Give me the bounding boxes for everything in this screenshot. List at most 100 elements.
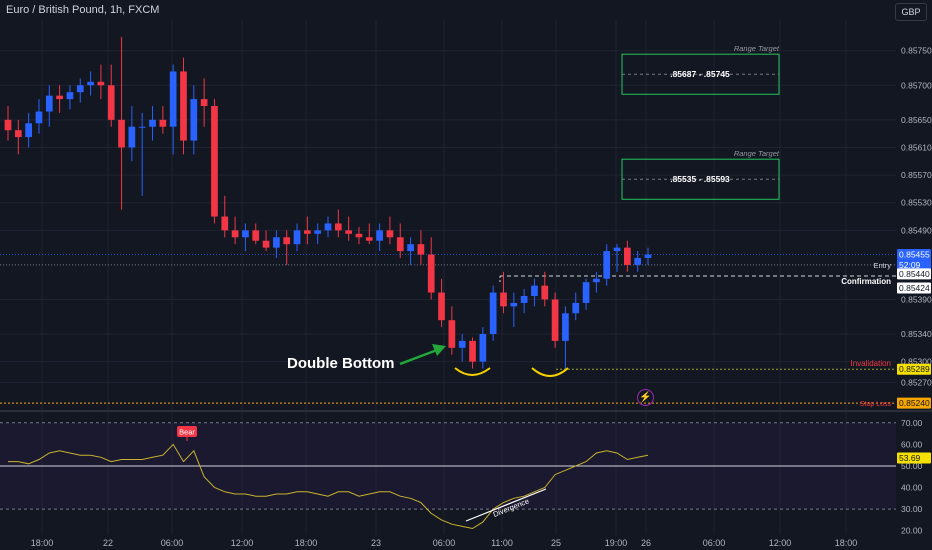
x-tick-label: 23 [371, 538, 381, 548]
x-tick-label: 26 [641, 538, 651, 548]
bear-badge [177, 426, 197, 437]
y-tick-label: 0.85610 [901, 142, 932, 152]
double-bottom-arrow [399, 348, 438, 366]
candle-body [417, 244, 425, 255]
candle-body [35, 111, 43, 124]
candle-body [396, 237, 404, 252]
candle-body [407, 244, 414, 252]
candle-body [376, 230, 383, 241]
y-tick-label: 0.85390 [901, 294, 932, 304]
candle-body [56, 95, 63, 100]
candle-body [25, 123, 32, 138]
currency-button[interactable]: GBP [895, 3, 927, 21]
candle-body [273, 237, 280, 248]
candle-body [644, 254, 652, 258]
candle-body [118, 119, 125, 148]
rsi-line [8, 443, 649, 530]
candle-body [180, 71, 187, 141]
candle-body [324, 223, 332, 231]
candle-body [87, 81, 94, 86]
x-tick-label: 22 [103, 538, 113, 548]
x-tick-label: 18:00 [295, 538, 318, 548]
candle-body [448, 320, 456, 348]
rsi-value-badge: 53.69 [899, 453, 921, 463]
candle-body [97, 81, 105, 86]
countdown-label: 52:09 [899, 260, 921, 270]
candle-body [500, 292, 507, 307]
confirmation-label: Confirmation [841, 277, 891, 286]
y-tick-label: 0.85570 [901, 170, 932, 180]
candle-body [14, 130, 22, 138]
candle-body [169, 71, 177, 127]
current-price-badge: 0.85455 [899, 250, 930, 260]
candle-body [334, 223, 342, 231]
candle-body [582, 282, 590, 303]
double-bottom-label: Double Bottom [287, 355, 395, 372]
candle-body [252, 230, 260, 241]
chart-title: Euro / British Pound, 1h, FXCM [6, 4, 160, 16]
candle-body [76, 85, 84, 93]
candle-body [355, 233, 363, 238]
invalidation-price-badge-bg [897, 363, 931, 375]
lightning-icon[interactable]: ⚡ [637, 389, 654, 406]
candle-body [562, 313, 569, 341]
y-tick-label: 0.85340 [901, 329, 932, 339]
stop-loss-label: Stop Loss [860, 401, 892, 408]
y-tick-label: 0.85750 [901, 46, 932, 56]
rsi-tick-label: 60.00 [901, 439, 923, 449]
candle-body [386, 230, 394, 238]
confirmation-price-badge: 0.85424 [899, 283, 930, 293]
candle-body [314, 230, 322, 234]
entry-label: Entry [873, 261, 891, 270]
candle-body [211, 106, 218, 217]
candle-body [489, 292, 497, 334]
range-target-label: Range Target [734, 44, 780, 53]
y-tick-label: 0.85650 [901, 115, 932, 125]
candle-body [304, 230, 311, 234]
candle-body [107, 85, 115, 120]
rsi-tick-label: 20.00 [901, 526, 923, 536]
candle-body [190, 99, 198, 141]
x-tick-label: 25 [551, 538, 561, 548]
range-target-text: .85535 - .85593 [670, 174, 730, 184]
double-bottom-curve [531, 367, 569, 377]
x-tick-label: 19:00 [605, 538, 628, 548]
y-tick-label: 0.85490 [901, 225, 932, 235]
candle-body [149, 119, 156, 127]
bear-label: Bear [179, 428, 195, 437]
candle-body [624, 247, 631, 265]
candle-body [242, 230, 249, 238]
rsi-tick-label: 40.00 [901, 483, 923, 493]
rsi-value-badge-bg [897, 452, 931, 464]
candle-body [593, 278, 600, 283]
countdown-bg [897, 260, 931, 271]
x-tick-label: 12:00 [769, 538, 792, 548]
candle-body [531, 285, 538, 296]
y-tick-label: 0.85700 [901, 80, 932, 90]
candle-body [221, 216, 229, 231]
double-bottom-curve [454, 367, 491, 376]
y-tick-label: 0.85270 [901, 377, 932, 387]
rsi-tick-label: 70.00 [901, 418, 923, 428]
candle-body [345, 230, 352, 234]
candle-body [438, 292, 445, 321]
range-target-label: Range Target [734, 149, 780, 158]
candle-body [365, 237, 373, 241]
candle-body [45, 95, 53, 112]
x-tick-label: 11:00 [491, 538, 513, 548]
candle-body [613, 247, 621, 252]
candle-body [458, 340, 466, 348]
range-target-text: .85687 - .85745 [670, 69, 730, 79]
y-tick-label: 0.85300 [901, 357, 932, 367]
divergence-line [465, 488, 547, 522]
x-tick-label: 18:00 [835, 538, 858, 548]
double-bottom-arrowhead [432, 344, 446, 356]
candle-body [283, 237, 291, 245]
y-tick-label: 0.85530 [901, 198, 932, 208]
x-tick-label: 06:00 [161, 538, 184, 548]
candle-body [551, 299, 559, 341]
entry-price-badge: 0.85440 [899, 269, 930, 279]
candle-body [128, 126, 136, 148]
x-tick-label: 06:00 [433, 538, 456, 548]
